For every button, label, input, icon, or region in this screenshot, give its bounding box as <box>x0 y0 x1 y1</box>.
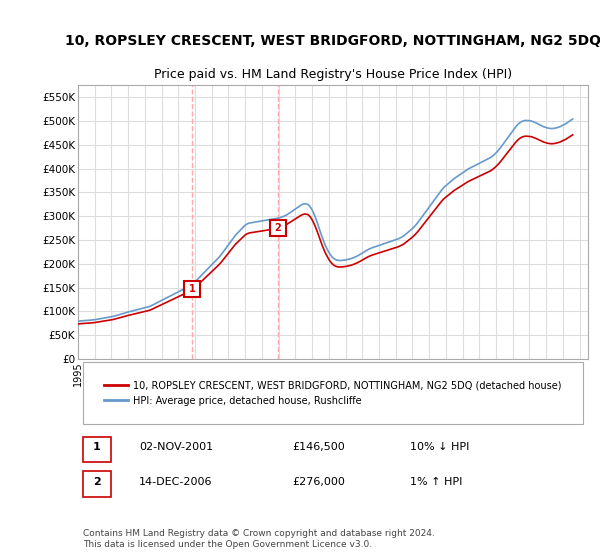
Text: 10% ↓ HPI: 10% ↓ HPI <box>409 442 469 452</box>
Text: 10, ROPSLEY CRESCENT, WEST BRIDGFORD, NOTTINGHAM, NG2 5DQ: 10, ROPSLEY CRESCENT, WEST BRIDGFORD, NO… <box>65 34 600 48</box>
Legend: 10, ROPSLEY CRESCENT, WEST BRIDGFORD, NOTTINGHAM, NG2 5DQ (detached house), HPI:: 10, ROPSLEY CRESCENT, WEST BRIDGFORD, NO… <box>101 378 565 409</box>
Text: 1: 1 <box>93 442 101 452</box>
Text: Contains HM Land Registry data © Crown copyright and database right 2024.
This d: Contains HM Land Registry data © Crown c… <box>83 529 435 549</box>
Text: 2: 2 <box>275 222 281 232</box>
Text: Price paid vs. HM Land Registry's House Price Index (HPI): Price paid vs. HM Land Registry's House … <box>154 68 512 81</box>
FancyBboxPatch shape <box>83 472 111 497</box>
Text: £146,500: £146,500 <box>292 442 345 452</box>
Text: 1: 1 <box>189 284 196 294</box>
Text: £276,000: £276,000 <box>292 477 345 487</box>
Text: 2: 2 <box>93 477 101 487</box>
Text: 1% ↑ HPI: 1% ↑ HPI <box>409 477 462 487</box>
Text: 14-DEC-2006: 14-DEC-2006 <box>139 477 212 487</box>
FancyBboxPatch shape <box>83 437 111 462</box>
Text: 02-NOV-2001: 02-NOV-2001 <box>139 442 214 452</box>
FancyBboxPatch shape <box>83 362 583 424</box>
